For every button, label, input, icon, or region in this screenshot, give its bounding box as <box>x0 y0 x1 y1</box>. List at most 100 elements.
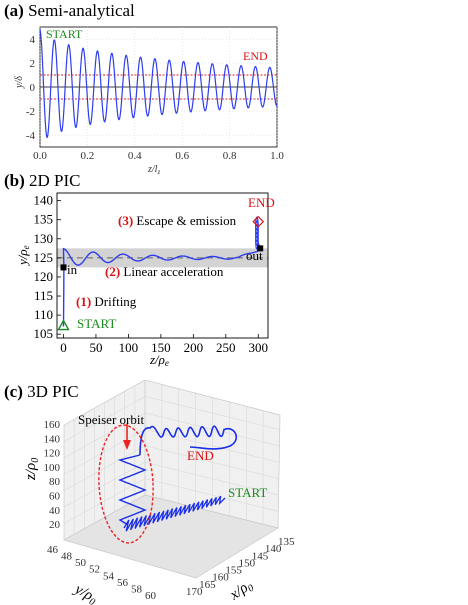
panel-c-ytick-label: 46 <box>47 544 59 556</box>
panel-c-zticks: 160 140 120 100 80 60 40 20 <box>44 419 61 531</box>
panel-c-title: (c) 3D PIC <box>4 382 79 401</box>
panel-c-ytick-label: 60 <box>145 590 157 602</box>
panel-c-speiser-orbit-path <box>117 454 147 526</box>
panel-c-start-spiral <box>123 495 226 532</box>
panel-a-xticks: 0.0 0.2 0.4 0.6 0.8 1.0 <box>33 150 284 162</box>
panel-c: (c) 3D PIC Speiser orbit END START 160 14… <box>4 379 295 605</box>
panel-c-ztick-label: 60 <box>49 491 61 503</box>
panel-b-xtick-label: 300 <box>249 340 269 355</box>
panel-b-in-marker <box>60 264 67 271</box>
panel-c-grid-line <box>63 412 146 459</box>
panel-a-title: (a) Semi-analytical <box>4 1 135 20</box>
panel-c-ztick-label: 20 <box>49 519 61 531</box>
panel-b-start-label: START <box>77 316 116 331</box>
panel-c-grid-line <box>144 396 280 430</box>
panel-c-speiser-arrowhead <box>123 440 131 450</box>
panel-c-grid-line <box>63 478 146 524</box>
panel-c-xtick-label: 145 <box>252 550 269 562</box>
panel-b-xtick-label: 50 <box>89 340 102 355</box>
panel-b-stage2: (2) Linear acceleration <box>105 264 224 279</box>
panel-c-xlabel: x/ρ0 <box>226 577 256 605</box>
panel-c-ztick-label: 40 <box>49 505 61 517</box>
panel-b-xtick-label: 100 <box>119 340 139 355</box>
panel-b-axes-frame <box>56 192 269 339</box>
panel-b-xtick-label: 150 <box>151 340 171 355</box>
panel-c-grid-line <box>63 461 146 508</box>
panel-b-ytick-label: 140 <box>34 193 54 208</box>
panel-c-xtick-label: 135 <box>278 536 295 548</box>
panel-a-yticks: 4 2 0 -2 -4 <box>26 34 36 142</box>
panel-b-emission-loops <box>255 216 261 250</box>
panel-c-ytick-label: 50 <box>75 557 87 569</box>
panel-a-ytick-label: -4 <box>26 130 36 142</box>
panel-c-ytick-label: 52 <box>89 564 100 576</box>
panel-a-ytick-label: 0 <box>30 82 36 94</box>
panel-b-ytick-label: 115 <box>34 288 53 303</box>
panel-b-end-label: END <box>248 195 275 210</box>
panel-a-start-label: START <box>46 27 83 41</box>
panel-b-stage3: (3) Escape & emission <box>118 213 237 228</box>
panel-b-xtick-label: 250 <box>216 340 236 355</box>
panel-a-ytick-label: 4 <box>30 34 36 46</box>
panel-c-xtick-label: 170 <box>186 586 203 598</box>
panel-c-xtick-label: 140 <box>265 543 282 555</box>
panel-c-speiser-ellipse <box>98 424 154 544</box>
panel-b-ytick-label: 130 <box>34 231 54 246</box>
panel-a-trajectory <box>39 29 278 139</box>
panel-b-trajectory <box>62 247 261 327</box>
panel-b: (b) 2D PIC 140 135 130 125 120 115 110 105 0 50 1… <box>4 171 275 368</box>
panel-c-grid-line <box>144 429 280 463</box>
panel-b-out-label: out <box>246 248 263 263</box>
panel-c-xtick-label: 160 <box>212 572 229 584</box>
panel-b-ytick-label: 125 <box>34 250 54 265</box>
panel-c-xtick-label: 165 <box>199 579 216 591</box>
panel-b-ytick-label: 120 <box>34 269 54 284</box>
panel-b-yticks: 140 135 130 125 120 115 110 105 <box>34 193 61 341</box>
panel-c-start-label: START <box>228 485 267 500</box>
panel-c-ztick-label: 160 <box>44 419 61 431</box>
panel-c-grid-line <box>63 445 146 491</box>
panel-b-start-marker <box>57 319 70 331</box>
panel-a-xtick-label: 1.0 <box>270 150 284 162</box>
panel-c-grid-line <box>63 396 146 442</box>
panel-b-stage1: (1) Drifting <box>76 294 137 309</box>
panel-c-floor-pane <box>63 494 279 579</box>
panel-a-end-label: END <box>243 49 268 63</box>
panel-b-xlabel: z/ρe <box>149 352 169 368</box>
panel-c-grid-line <box>144 478 280 512</box>
panel-a-ytick-label: -2 <box>26 106 35 118</box>
panel-c-ytick-label: 58 <box>131 583 143 595</box>
panel-c-trajectory <box>139 425 238 456</box>
panel-c-zlabel: z/ρ0 <box>23 458 41 481</box>
panel-c-grid <box>63 384 280 535</box>
panel-b-ylabel: y/ρe <box>15 245 31 267</box>
panel-c-ztick-label: 140 <box>44 433 61 445</box>
panel-b-ytick-label: 135 <box>34 212 54 227</box>
panel-b-xticks: 0 50 100 150 200 250 300 <box>60 334 268 355</box>
panel-a-xtick-label: 0.0 <box>33 150 47 162</box>
panel-a-ytick-label: 2 <box>30 58 36 70</box>
panel-c-ztick-label: 100 <box>44 462 61 474</box>
panel-c-xtick-label: 155 <box>225 565 242 577</box>
panel-c-grid-line <box>63 429 146 475</box>
panel-c-speiser-label: Speiser orbit <box>78 412 144 427</box>
panel-b-in-label: in <box>67 262 78 277</box>
panel-c-ytick-label: 48 <box>61 551 73 563</box>
panel-c-ztick-label: 80 <box>49 476 61 488</box>
panel-c-grid-line <box>144 445 280 479</box>
panel-c-ytick-label: 54 <box>103 570 115 582</box>
panel-b-ytick-label: 110 <box>34 307 53 322</box>
panel-b-end-marker <box>252 215 265 228</box>
panel-b-out-marker <box>257 245 264 252</box>
panel-a-ylabel: y/δ <box>14 76 25 89</box>
panel-c-ylabel: y/ρ0 <box>69 580 100 605</box>
panel-c-xtick-label: 150 <box>239 557 256 569</box>
panel-c-ytick-label: 56 <box>117 577 129 589</box>
panel-a-xlabel: z/lz <box>147 164 160 176</box>
panel-c-end-label: END <box>187 448 214 463</box>
panel-c-ztick-label: 120 <box>44 448 61 460</box>
panel-a-xtick-label: 0.6 <box>175 150 189 162</box>
